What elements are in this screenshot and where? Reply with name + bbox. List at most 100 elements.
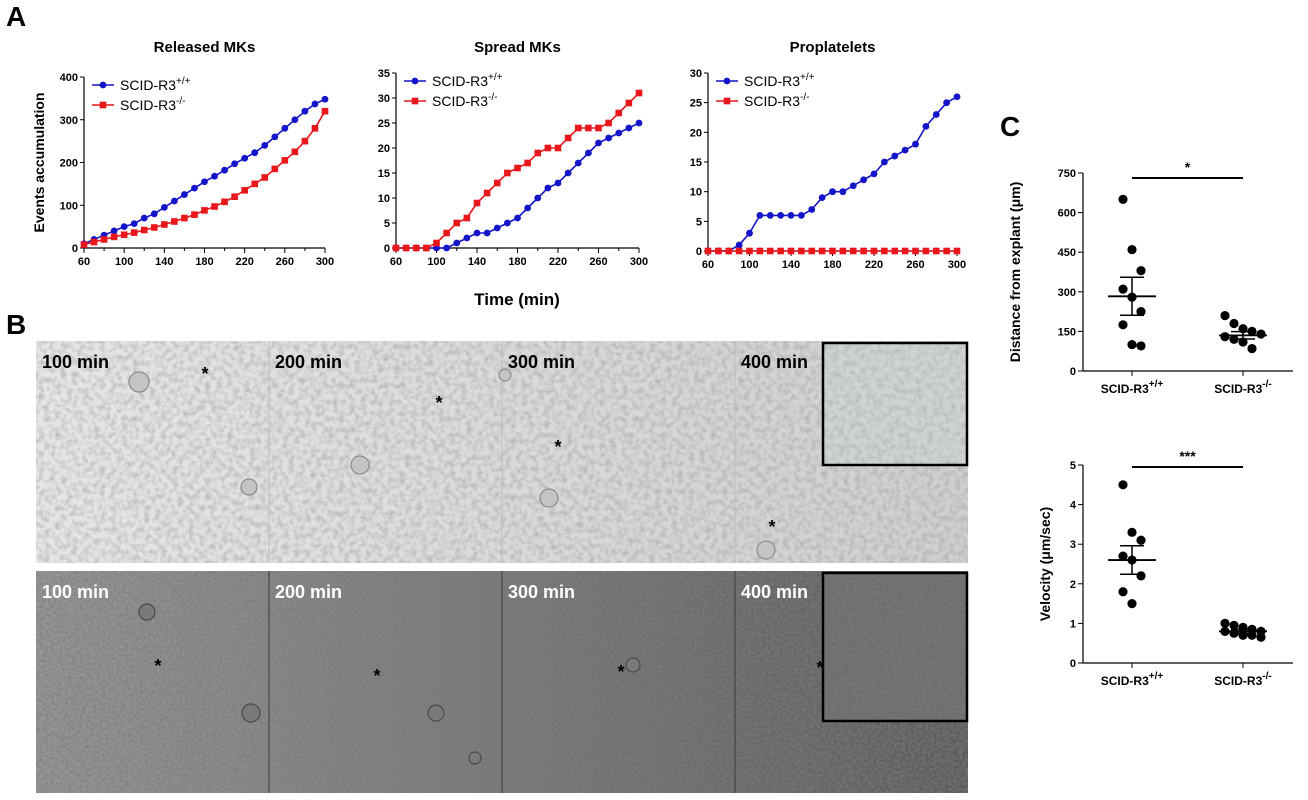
cell-blob <box>625 657 641 673</box>
legend-label: SCID-R3-/- <box>744 92 809 109</box>
data-point <box>473 199 481 207</box>
micrograph-grid: 100 min 200 min 300 min 400 min * * * * 100 min 2… <box>36 341 969 793</box>
y-axis-title: Events accumulation <box>31 92 47 232</box>
data-point <box>870 247 878 255</box>
asterisk-marker: * <box>201 364 208 384</box>
data-point <box>191 184 198 192</box>
data-point <box>534 194 542 202</box>
data-point <box>271 133 279 141</box>
data-point <box>463 214 471 222</box>
y-tick-label: 0 <box>696 246 702 258</box>
y-tick-label: 5 <box>1070 460 1076 472</box>
data-point <box>170 197 178 205</box>
data-point <box>829 188 836 196</box>
cell-blob <box>128 371 150 393</box>
data-point <box>860 247 867 255</box>
x-tick-label: 180 <box>823 259 841 271</box>
data-point <box>635 89 643 97</box>
x-tick-label: 260 <box>276 256 294 268</box>
data-point <box>241 154 249 162</box>
y-tick-label: 300 <box>60 115 78 127</box>
y-tick-label: 30 <box>378 93 390 105</box>
y-tick-label: 0 <box>72 243 78 255</box>
category-label: SCID-R3-/- <box>1214 671 1271 688</box>
data-point <box>808 206 816 213</box>
cell-blob <box>240 478 258 496</box>
y-tick-label: 450 <box>1058 247 1076 259</box>
data-point <box>504 169 511 177</box>
series-line <box>396 122 640 249</box>
data-point <box>392 244 400 252</box>
cell-blob <box>241 703 261 723</box>
data-point <box>1118 551 1128 561</box>
data-point <box>251 149 259 157</box>
y-tick-label: 150 <box>1058 326 1076 338</box>
asterisk-marker: * <box>435 393 442 413</box>
data-point <box>932 247 940 255</box>
data-point <box>423 244 430 252</box>
data-point <box>201 178 208 186</box>
data-point <box>725 247 733 255</box>
category-label: SCID-R3+/+ <box>1101 671 1164 688</box>
data-point <box>120 231 128 239</box>
data-point <box>534 149 542 157</box>
data-point <box>261 142 269 149</box>
cell-blob <box>756 540 776 560</box>
frame-time-label: 400 min <box>741 582 808 602</box>
data-point <box>735 241 743 249</box>
data-point <box>140 226 148 234</box>
cell-blob <box>468 751 482 765</box>
data-point <box>1127 244 1137 255</box>
data-point <box>251 180 259 188</box>
data-point <box>473 229 481 237</box>
y-tick-label: 25 <box>378 118 390 130</box>
y-tick-label: 3 <box>1070 539 1076 551</box>
x-tick-label: 220 <box>549 256 567 268</box>
legend-label: SCID-R3-/- <box>120 96 185 113</box>
data-point <box>849 247 857 255</box>
chart-distance: 0 150 300 450 600 750 Distance from explant (μ… <box>1007 159 1293 396</box>
cell-blob <box>539 488 559 508</box>
data-point <box>787 212 795 219</box>
frame-time-label: 100 min <box>42 582 109 602</box>
data-point <box>130 220 138 228</box>
y-tick-label: 15 <box>378 168 390 180</box>
data-point <box>574 124 582 132</box>
data-point <box>564 169 572 177</box>
data-point <box>311 100 319 108</box>
data-point <box>943 247 950 255</box>
legend-label: SCID-R3+/+ <box>120 76 191 93</box>
data-point <box>130 229 138 236</box>
data-point <box>818 194 826 202</box>
x-tick-label: 100 <box>115 256 133 268</box>
chart-title: Released MKs <box>154 39 256 56</box>
x-tick-label: 300 <box>316 256 334 268</box>
legend-label: SCID-R3+/+ <box>432 72 503 89</box>
asterisk-marker: * <box>768 517 775 537</box>
data-point <box>625 99 633 107</box>
x-tick-label: 180 <box>508 256 526 268</box>
data-point <box>595 124 602 132</box>
data-point <box>161 221 168 228</box>
data-point <box>912 247 919 255</box>
data-point <box>1256 632 1266 642</box>
chart-title: Spread MKs <box>474 39 561 56</box>
data-point <box>818 247 826 255</box>
data-point <box>564 134 572 142</box>
x-tick-label: 60 <box>78 256 90 268</box>
data-point <box>605 119 612 127</box>
asterisk-marker: * <box>816 658 823 678</box>
x-tick-label: 60 <box>702 259 714 271</box>
data-point <box>321 95 329 103</box>
y-tick-label: 2 <box>1070 579 1076 591</box>
data-point <box>605 134 613 142</box>
data-point <box>1136 341 1146 351</box>
frame-time-label: 300 min <box>508 582 575 602</box>
frame-time-label: 300 min <box>508 352 575 372</box>
y-axis-title: Velocity (μm/sec) <box>1037 507 1053 621</box>
data-point <box>211 172 218 180</box>
data-point <box>443 244 451 252</box>
data-point <box>90 238 98 246</box>
data-point <box>271 165 279 173</box>
data-point <box>777 247 784 255</box>
